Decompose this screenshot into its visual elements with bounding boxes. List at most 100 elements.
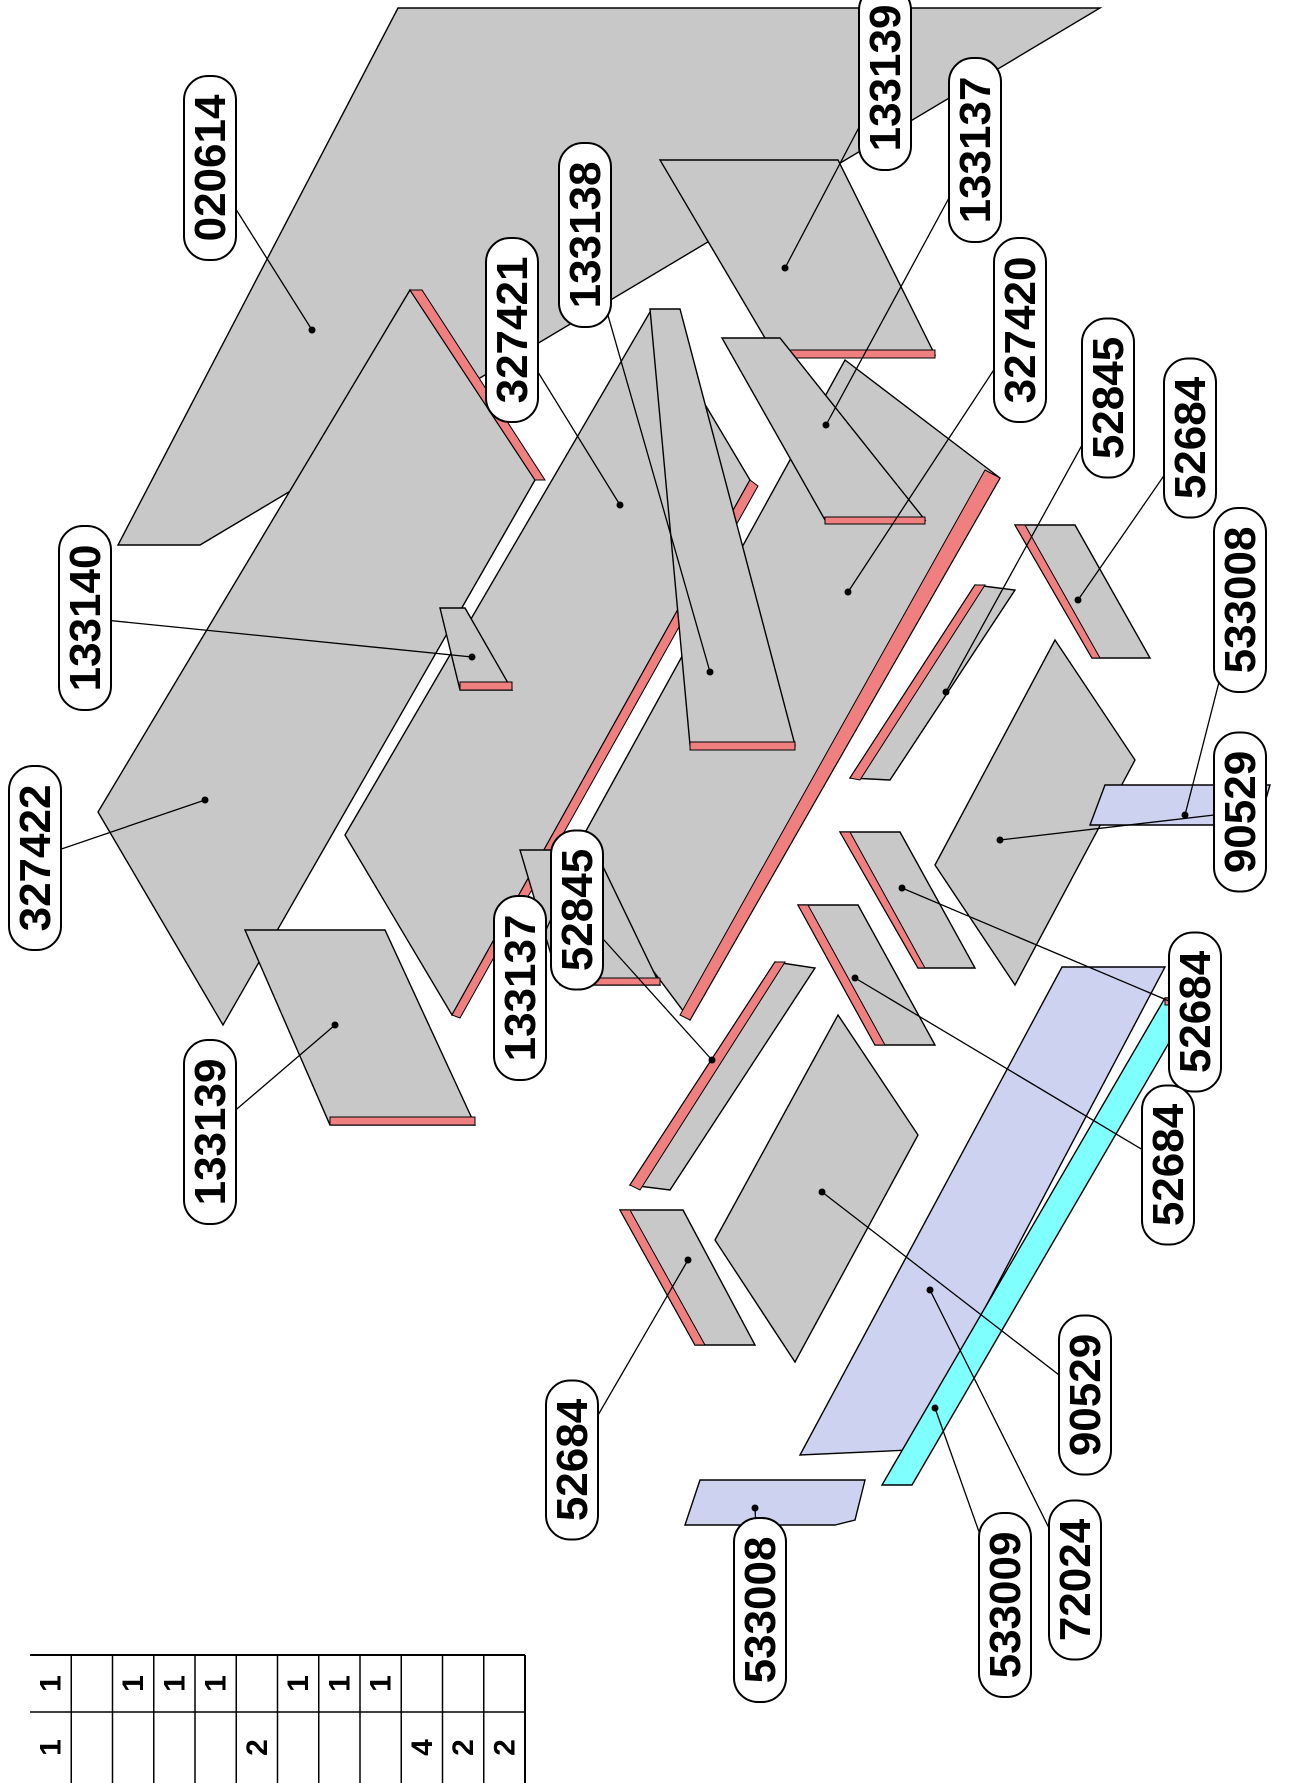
large-panel-2-callout: 327421 [485, 237, 539, 423]
rail-52684-a [1013, 524, 1152, 659]
rail-52684-b [838, 831, 977, 969]
table-cell-qty_b-2: 1 [117, 1675, 150, 1692]
top-panel-callout-bubble [183, 75, 237, 261]
strip-533009-callout-bubble [978, 1512, 1032, 1698]
end-cap-533008-left-anchor-dot [751, 1504, 759, 1512]
side-panel-133139-bottom-callout: 133139 [183, 1039, 237, 1225]
rail-52845-right-callout: 52845 [1081, 317, 1135, 479]
side-panel-133139-top-callout: 133139 [858, 0, 912, 171]
large-panel-1 [97, 288, 546, 1027]
base-panel-90529-right-leader [999, 811, 1241, 841]
labels-layer: 020614 327422 327421 327420 133139 133137 1331… [8, 0, 1267, 1703]
side-panel-133139-top-body [658, 159, 937, 356]
rail-52684-b-leader [901, 887, 1196, 1013]
side-panel-133139-bottom-callout-bubble [183, 1039, 237, 1225]
small-panel-133140-leader [84, 617, 473, 658]
parts-layer [97, 7, 1271, 1526]
strip-533009-anchor-dot [931, 1404, 939, 1412]
rail-52684-a-part-number: 52684 [1166, 376, 1215, 499]
rail-52845-right [848, 584, 1017, 781]
table-cell-qty_b-4: 1 [200, 1675, 233, 1692]
side-panel-133137-top-anchor-dot [822, 421, 830, 429]
side-panel-133137-bottom-part-number: 133137 [496, 915, 545, 1062]
table-cell-qty_b-8: 1 [365, 1675, 398, 1692]
base-panel-90529-left [714, 1013, 919, 1364]
rail-52684-d-part-number: 52684 [548, 1398, 597, 1521]
large-panel-1-callout-bubble [8, 765, 62, 951]
large-panel-1-leader [34, 799, 206, 859]
end-cap-533008-right-callout: 533008 [1213, 507, 1267, 693]
rail-52684-a-callout-bubble [1163, 357, 1217, 519]
side-panel-133139-top [658, 159, 937, 359]
side-panel-133139-bottom [243, 929, 477, 1126]
side-panel-133138-anchor-dot [706, 668, 714, 676]
rail-52684-c-callout-bubble [1141, 1084, 1195, 1246]
base-panel-90529-left-callout: 90529 [1058, 1314, 1112, 1476]
large-panel-2-callout-bubble [485, 237, 539, 423]
large-panel-1-anchor-dot [201, 796, 209, 804]
large-panel-1-edge-band [409, 289, 546, 481]
rail-52684-b-callout-bubble [1168, 931, 1222, 1093]
base-panel-90529-right-anchor-dot [996, 836, 1004, 844]
small-panel-133140-callout: 133140 [58, 525, 112, 711]
table-cell-qty_a-0: 1 [35, 1739, 68, 1756]
side-panel-133139-top-callout-bubble [858, 0, 912, 171]
rail-52684-c-edge-band [797, 904, 886, 1046]
large-panel-3-edge-band [679, 469, 1001, 1021]
end-cap-533008-left [684, 1479, 866, 1526]
strip-533009-part-number: 533009 [981, 1532, 1030, 1679]
small-panel-133140-edge-band [459, 681, 513, 691]
base-panel-90529-left-part-number: 90529 [1061, 1334, 1110, 1456]
plinth-72024-part-number: 72024 [1051, 1518, 1100, 1641]
side-panel-133138-edge-band [689, 741, 796, 751]
side-panel-133137-top-callout: 133137 [948, 57, 1002, 243]
strip-533009-callout: 533009 [978, 1512, 1032, 1698]
rail-52684-b-part-number: 52684 [1171, 950, 1220, 1073]
table-cell-qty_a-5: 2 [241, 1739, 274, 1756]
rail-52684-d-callout-bubble [545, 1379, 599, 1541]
rail-52684-b-callout: 52684 [1168, 931, 1222, 1093]
side-panel-133137-top-edge-band [824, 516, 926, 525]
small-panel-133140-anchor-dot [468, 653, 476, 661]
top-panel-callout: 020614 [183, 75, 237, 261]
side-panel-133138-callout: 133138 [558, 142, 612, 328]
table-cell-qty_a-11: 2 [488, 1739, 521, 1756]
base-panel-90529-left-leader [821, 1191, 1086, 1396]
small-panel-133140-callout-bubble [58, 525, 112, 711]
rail-52845-right-anchor-dot [942, 688, 950, 696]
rail-52684-a-edge-band [1014, 524, 1101, 659]
side-panel-133139-top-part-number: 133139 [861, 5, 910, 152]
end-cap-533008-left-body [684, 1479, 866, 1526]
rail-52684-d-edge-band [619, 1209, 706, 1346]
rail-52845-right-callout-bubble [1081, 317, 1135, 479]
rail-52845-left-callout-bubble [550, 829, 604, 991]
large-panel-3-leader [847, 329, 1021, 593]
end-cap-533008-right-part-number: 533008 [1216, 527, 1265, 674]
rail-52684-d [618, 1209, 757, 1346]
table-cell-qty_b-3: 1 [158, 1675, 191, 1692]
rail-52845-left-anchor-dot [708, 1056, 716, 1064]
base-panel-90529-right-callout-bubble [1213, 731, 1267, 893]
side-panel-133138-part-number: 133138 [561, 162, 610, 309]
large-panel-2-part-number: 327421 [488, 257, 537, 404]
side-panel-133138-callout-bubble [558, 142, 612, 328]
base-panel-90529-left-anchor-dot [818, 1188, 826, 1196]
side-panel-133139-bottom-anchor-dot [331, 1021, 339, 1029]
end-cap-533008-left-callout-bubble [733, 1517, 787, 1703]
base-panel-90529-left-callout-bubble [1058, 1314, 1112, 1476]
small-panel-133140-part-number: 133140 [61, 545, 110, 692]
side-panel-133137-bottom-callout-bubble [493, 895, 547, 1081]
side-panel-133137-top-part-number: 133137 [951, 77, 1000, 224]
large-panel-3-callout: 327420 [993, 237, 1047, 423]
side-panel-133138 [649, 308, 796, 751]
rail-52684-c-anchor-dot [851, 974, 859, 982]
side-panel-133137-top [720, 337, 927, 525]
rail-52684-c-part-number: 52684 [1144, 1103, 1193, 1226]
plinth-72024-callout-bubble [1048, 1499, 1102, 1661]
large-panel-3-anchor-dot [844, 588, 852, 596]
base-panel-90529-right-callout: 90529 [1213, 731, 1267, 893]
side-panel-133139-top-edge-band [774, 349, 936, 359]
rail-52684-b-anchor-dot [898, 884, 906, 892]
rail-52684-a-callout: 52684 [1163, 357, 1217, 519]
